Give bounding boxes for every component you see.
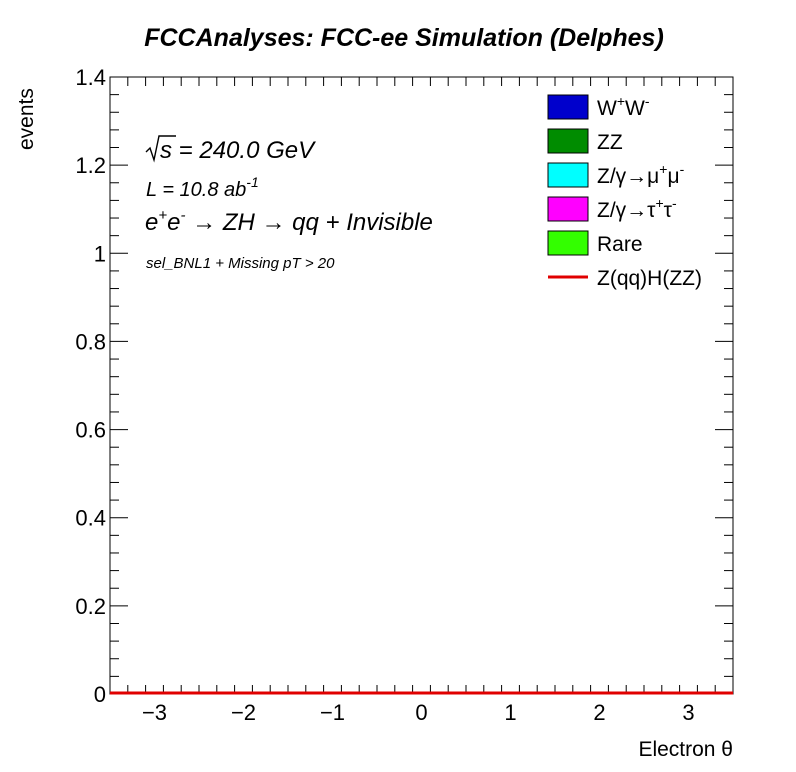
- legend-entry: Z(qq)H(ZZ): [548, 267, 702, 290]
- legend-label: Z/γ→μ+μ-: [597, 161, 685, 188]
- sqrt-s-text: s: [160, 137, 172, 164]
- process-text: e+e- → ZH → qq + Invisible: [145, 207, 433, 236]
- legend-entry: ZZ: [547, 128, 623, 154]
- x-tick-label: 2: [593, 700, 605, 725]
- legend-entry: W+W-: [547, 93, 650, 120]
- legend-entry: Z/γ→μ+μ-: [547, 161, 685, 188]
- legend-swatch: [547, 196, 589, 222]
- legend-swatch: [547, 230, 589, 256]
- x-tick-label: 0: [415, 700, 427, 725]
- chart-title: FCCAnalyses: FCC-ee Simulation (Delphes): [144, 24, 664, 52]
- y-tick-label: 0.8: [75, 329, 106, 354]
- y-tick-label: 0.4: [75, 506, 106, 531]
- legend-label: W+W-: [597, 93, 650, 120]
- y-tick-label: 1.2: [75, 153, 106, 178]
- luminosity-text: L = 10.8 ab-1: [146, 174, 259, 201]
- y-tick-label: 0.6: [75, 418, 106, 443]
- x-tick-label: −3: [142, 700, 167, 725]
- x-axis-label: Electron θ: [638, 738, 733, 761]
- legend-swatch: [547, 94, 589, 120]
- y-axis-label: events: [15, 88, 38, 150]
- legend-entry: Z/γ→τ+τ-: [547, 195, 677, 222]
- y-axis: [110, 76, 733, 695]
- legend-label: Z/γ→τ+τ-: [597, 195, 677, 222]
- sqrt-symbol: [145, 135, 176, 163]
- x-tick-label: −1: [320, 700, 345, 725]
- legend-entry: Rare: [547, 230, 643, 256]
- legend-swatch: [547, 162, 589, 188]
- y-tick-label: 1: [94, 241, 106, 266]
- selection-text: sel_BNL1 + Missing pT > 20: [146, 255, 335, 272]
- energy-text: = 240.0 GeV: [172, 137, 316, 164]
- y-tick-label: 0.2: [75, 594, 106, 619]
- y-tick-label: 1.4: [75, 65, 106, 90]
- y-tick-label: 0: [94, 682, 106, 707]
- x-tick-labels: −3 −2 −1 0 1 2 3: [142, 700, 695, 725]
- y-tick-labels: 0 0.2 0.4 0.6 0.8 1 1.2 1.4: [75, 65, 106, 707]
- x-tick-label: 3: [682, 700, 694, 725]
- legend: W+W- ZZ Z/γ→μ+μ- Z/γ→τ+τ- Rare Z(qq)H(ZZ): [547, 93, 702, 290]
- legend-label: Z(qq)H(ZZ): [597, 267, 702, 290]
- legend-swatch: [547, 128, 589, 154]
- legend-label: ZZ: [597, 131, 623, 154]
- legend-label: Rare: [597, 233, 643, 256]
- annotations: s = 240.0 GeV L = 10.8 ab-1 e+e- → ZH → …: [145, 135, 433, 272]
- x-tick-label: −2: [231, 700, 256, 725]
- x-tick-label: 1: [504, 700, 516, 725]
